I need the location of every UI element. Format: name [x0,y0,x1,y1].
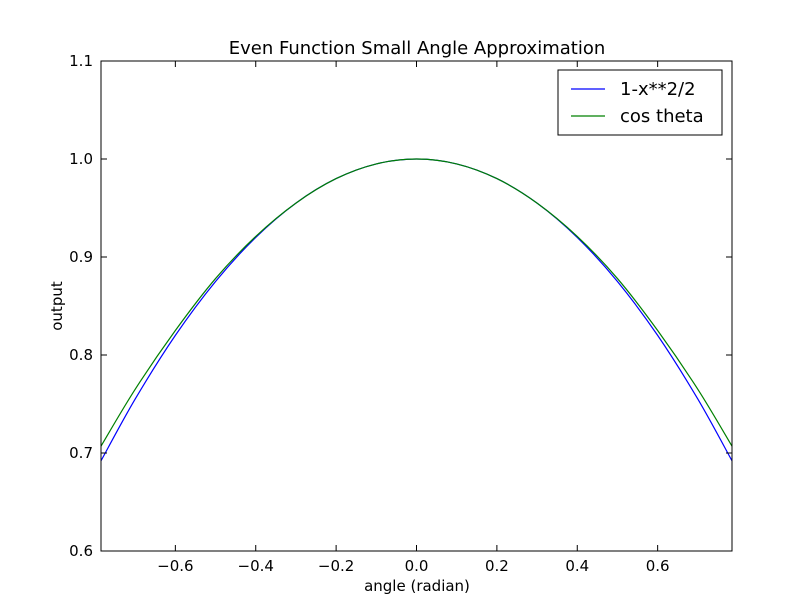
legend-label-1-x-sq-over-2: 1-x**2/2 [620,79,696,100]
x-tick-label: 0.0 [405,557,429,575]
ticks-layer: −0.6 −0.4 −0.2 0.0 0.2 0.4 0.6 0.6 0.7 0.8 0.9 1.0 1… [69,52,732,575]
x-tick-label: 0.2 [485,557,509,575]
series-line-1 [100,158,733,447]
x-tick-label: 0.6 [646,557,670,575]
x-tick-label: −0.4 [238,557,274,575]
chart-title: Even Function Small Angle Approximation [229,38,606,59]
x-tick-label: −0.6 [157,557,193,575]
y-tick-label: 0.8 [69,346,93,364]
y-tick-label: 0.7 [69,444,93,462]
y-tick-label: 0.6 [69,542,93,560]
y-tick-label: 0.9 [69,248,93,266]
series-line-0 [100,158,733,462]
series-layer [100,158,733,462]
x-tick-label: −0.2 [318,557,354,575]
legend-label-cos-theta: cos theta [620,106,704,127]
x-axis-label: angle (radian) [364,577,470,595]
legend-box [557,69,723,136]
y-tick-label: 1.1 [69,52,93,70]
y-tick-label: 1.0 [69,150,93,168]
x-tick-label: 0.4 [565,557,589,575]
y-axis-label: output [48,281,66,331]
legend: 1-x**2/2 cos theta [557,69,723,136]
